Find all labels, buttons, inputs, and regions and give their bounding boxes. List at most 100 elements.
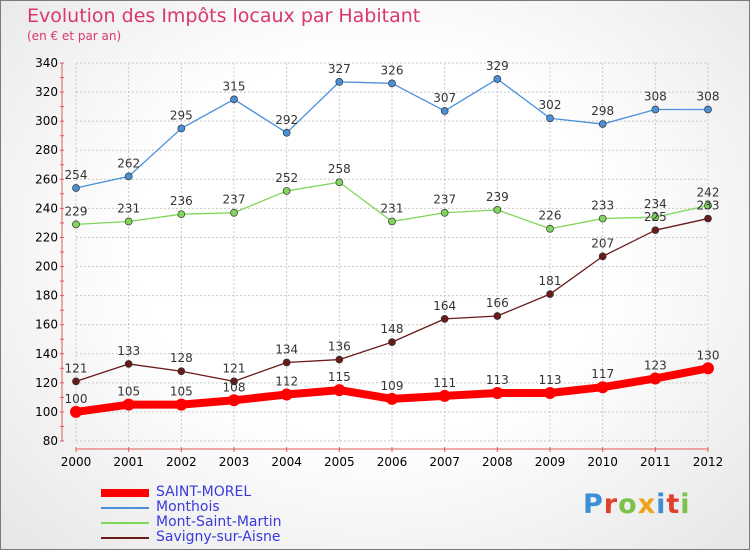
data-label: 113 (486, 373, 509, 387)
data-label: 237 (223, 193, 246, 207)
data-label: 109 (381, 379, 404, 393)
data-point (493, 312, 502, 320)
y-tick-label: 160 (35, 318, 58, 332)
data-point (546, 224, 554, 233)
data-point (282, 358, 291, 367)
y-tick-label: 340 (35, 56, 58, 70)
data-label: 242 (697, 185, 720, 199)
legend-swatch (101, 522, 149, 524)
y-tick-label: 220 (35, 230, 58, 244)
legend-swatch (101, 537, 149, 539)
data-label: 258 (328, 162, 351, 176)
data-label: 121 (65, 361, 88, 375)
data-label: 237 (433, 193, 456, 207)
data-point (230, 377, 238, 386)
y-tick-label: 180 (35, 289, 58, 303)
data-label: 327 (328, 62, 351, 76)
data-point (651, 105, 660, 114)
data-point (546, 290, 554, 299)
data-label: 123 (644, 358, 667, 372)
legend-swatch (101, 489, 149, 497)
data-point (440, 315, 449, 323)
data-label: 326 (381, 63, 404, 77)
chart-subtitle: (en € et par an) (27, 29, 122, 43)
y-tick-label: 260 (35, 172, 58, 186)
legend-swatch (101, 507, 149, 509)
data-label: 315 (223, 79, 246, 93)
data-label: 181 (539, 274, 562, 288)
data-point (704, 214, 712, 223)
proxiti-logo: Proxiti (583, 489, 691, 520)
y-tick-label: 320 (35, 85, 58, 99)
data-label: 231 (117, 201, 140, 215)
data-point (335, 355, 344, 364)
x-tick-label: 2004 (271, 455, 302, 469)
data-label: 100 (65, 392, 88, 406)
data-point (122, 398, 135, 411)
data-point (598, 252, 607, 261)
data-point (440, 208, 449, 217)
data-label: 105 (117, 385, 140, 399)
data-label: 108 (223, 380, 246, 394)
logo-letter: r (603, 489, 619, 520)
data-label: 166 (486, 296, 509, 310)
data-label: 236 (170, 194, 193, 208)
data-label: 113 (539, 373, 562, 387)
data-label: 164 (433, 299, 456, 313)
chart-title: Evolution des Impôts locaux par Habitant (27, 5, 421, 27)
data-point (598, 120, 607, 128)
data-point (175, 398, 188, 411)
data-point (72, 220, 80, 229)
data-label: 292 (275, 113, 298, 127)
x-tick-label: 2000 (61, 455, 92, 469)
series-monthois: 254 262 295 315 292 327 326 307 329 302 298 308 308 (65, 59, 719, 192)
x-tick-label: 2011 (640, 455, 671, 469)
y-tick-label: 140 (35, 347, 58, 361)
data-label: 225 (644, 210, 667, 224)
legend-label: SAINT-MOREL (156, 484, 252, 500)
legend-label: Monthois (156, 499, 220, 515)
data-point (72, 377, 80, 386)
data-point (651, 213, 660, 221)
data-label: 130 (697, 348, 720, 362)
data-label: 115 (328, 370, 351, 384)
logo-letter: i (656, 489, 667, 520)
data-point (124, 360, 133, 368)
data-label: 121 (223, 361, 246, 375)
y-tick-label: 240 (35, 201, 58, 215)
data-point (228, 394, 240, 407)
data-point (598, 214, 607, 223)
logo-letter: o (618, 489, 638, 520)
data-label: 134 (275, 342, 298, 356)
data-point (177, 210, 186, 219)
data-point (124, 172, 133, 181)
data-label: 262 (117, 156, 140, 170)
x-tick-label: 2010 (587, 455, 618, 469)
data-point (544, 387, 556, 400)
data-label: 105 (170, 385, 193, 399)
data-label: 112 (275, 374, 298, 388)
series-savigny-sur-aisne: 121 133 128 121 134 136 148 164 166 181 207 225 233 (65, 199, 719, 386)
data-point (177, 124, 186, 133)
y-tick-label: 100 (35, 405, 58, 419)
logo-letter: P (583, 489, 604, 520)
data-point (493, 75, 502, 83)
data-label: 136 (328, 340, 351, 354)
data-point (546, 114, 554, 123)
data-label: 252 (275, 171, 298, 185)
data-point (704, 105, 712, 114)
x-tick-label: 2002 (166, 455, 197, 469)
y-tick-label: 300 (35, 114, 58, 128)
data-point (72, 184, 80, 192)
x-tick-label: 2003 (219, 455, 250, 469)
y-tick-label: 80 (43, 434, 58, 448)
data-point (388, 79, 396, 88)
data-point (386, 392, 398, 405)
x-tick-label: 2006 (377, 455, 408, 469)
data-point (282, 128, 291, 137)
series-saint-morel: 100 105 105 108 112 115 109 111 113 113 117 123 130 (65, 348, 720, 418)
data-point (704, 201, 712, 210)
x-tick-label: 2009 (535, 455, 566, 469)
